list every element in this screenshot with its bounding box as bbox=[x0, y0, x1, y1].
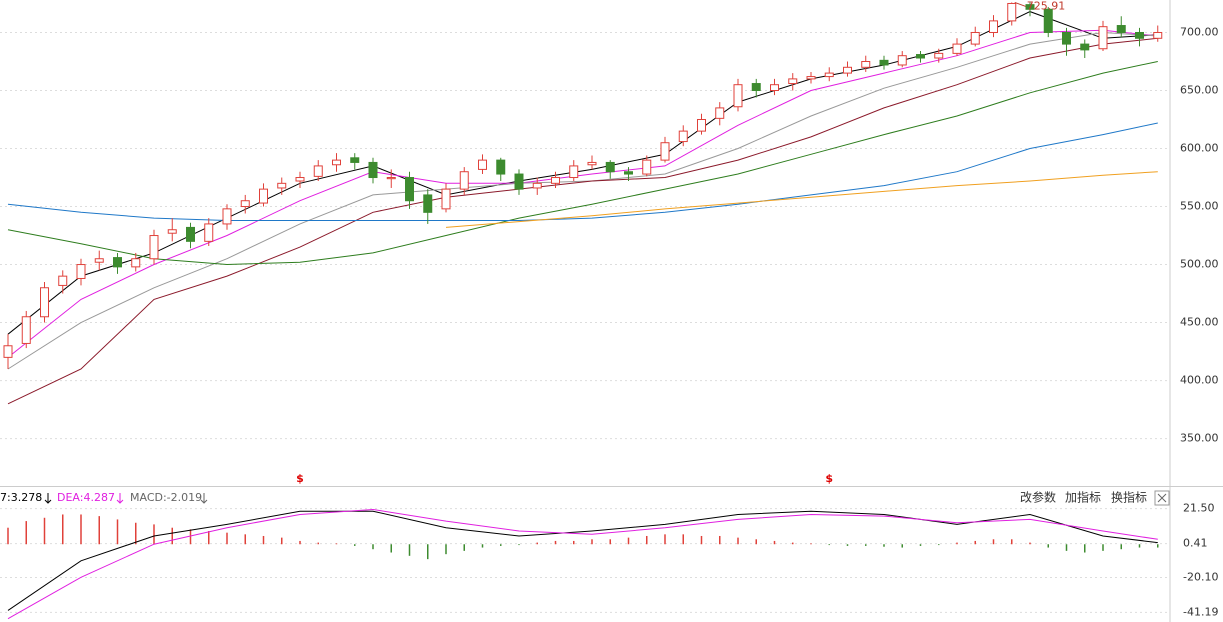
candle-body bbox=[551, 177, 560, 184]
candle-body bbox=[660, 142, 670, 161]
candle-body bbox=[94, 258, 104, 263]
y-tick-label: 400.00 bbox=[1180, 374, 1219, 387]
candle-body bbox=[3, 345, 13, 358]
candle-body bbox=[605, 161, 615, 173]
candle-body bbox=[368, 161, 378, 179]
candle-body bbox=[21, 316, 31, 344]
moving-average-line bbox=[7, 29, 1158, 358]
candle-body bbox=[295, 177, 305, 182]
close-icon bbox=[1157, 493, 1167, 503]
indicator-arrow bbox=[116, 493, 124, 504]
y-tick-label: 600.00 bbox=[1180, 142, 1219, 155]
candle-body bbox=[587, 161, 597, 166]
candle-body bbox=[970, 31, 980, 45]
candle-body bbox=[751, 83, 761, 92]
y-tick-label: 450.00 bbox=[1180, 316, 1219, 329]
candle-body bbox=[1043, 8, 1053, 33]
toolbar-button[interactable]: 改参数 bbox=[1020, 490, 1056, 505]
candle-body bbox=[569, 165, 579, 179]
indicator-value: DEA:4.287 bbox=[57, 491, 115, 504]
indicator-arrow bbox=[200, 493, 208, 504]
candle-body bbox=[678, 130, 688, 143]
candle-body bbox=[1153, 31, 1163, 39]
y-tick-label: 650.00 bbox=[1180, 84, 1219, 97]
max-label: 725.91 bbox=[1027, 0, 1066, 12]
y-tick-label: 700.00 bbox=[1180, 25, 1219, 38]
moving-average-line bbox=[7, 37, 1158, 405]
y-tick-label: -20.10 bbox=[1183, 570, 1218, 583]
candle-body bbox=[1062, 31, 1071, 45]
candle-body bbox=[386, 177, 396, 180]
candle-body bbox=[1116, 25, 1126, 33]
candle-body bbox=[58, 275, 68, 286]
candle-body bbox=[514, 173, 524, 190]
candle-body bbox=[952, 43, 962, 54]
toolbar-button[interactable]: 加指标 bbox=[1065, 490, 1101, 505]
candle-body bbox=[313, 165, 323, 177]
candle-body bbox=[441, 188, 451, 210]
candle-body bbox=[113, 257, 122, 268]
candle-body bbox=[459, 171, 469, 190]
candle-body bbox=[259, 188, 268, 204]
candle-body bbox=[332, 159, 341, 166]
candle-body bbox=[405, 177, 414, 202]
candle-body bbox=[642, 159, 652, 175]
moving-average-line bbox=[445, 171, 1158, 228]
candle-body bbox=[149, 235, 159, 260]
candle-body bbox=[496, 159, 506, 175]
candle-body bbox=[1135, 31, 1144, 39]
max-pointer bbox=[1014, 1, 1026, 7]
candle-body bbox=[222, 208, 232, 225]
indicator-value: 7:3.278 bbox=[0, 491, 42, 504]
candle-body bbox=[204, 223, 214, 242]
candle-body bbox=[350, 157, 360, 163]
candle-body bbox=[806, 76, 816, 80]
candle-body bbox=[770, 84, 779, 92]
event-marker[interactable]: $ bbox=[296, 472, 304, 485]
candle-body bbox=[733, 84, 743, 108]
candle-body bbox=[697, 119, 706, 132]
y-tick-label: 500.00 bbox=[1180, 258, 1219, 271]
candle-body bbox=[131, 258, 141, 268]
candle-body bbox=[240, 200, 250, 208]
event-marker[interactable]: $ bbox=[825, 472, 833, 485]
candle-body bbox=[843, 66, 852, 74]
candle-body bbox=[478, 159, 487, 170]
candle-body bbox=[423, 194, 433, 213]
y-tick-label: 350.00 bbox=[1180, 432, 1219, 445]
candle-body bbox=[1025, 4, 1035, 10]
indicator-arrow bbox=[44, 493, 52, 504]
candle-body bbox=[167, 229, 177, 234]
candle-body bbox=[277, 182, 287, 189]
moving-average-line bbox=[7, 122, 1158, 221]
candle-body bbox=[934, 52, 944, 59]
candle-body bbox=[186, 226, 195, 242]
candle-body bbox=[40, 287, 49, 318]
y-tick-label: 21.50 bbox=[1183, 502, 1215, 515]
candle-body bbox=[715, 107, 725, 119]
candle-body bbox=[76, 264, 86, 279]
candle-body bbox=[1098, 26, 1108, 50]
candle-body bbox=[1080, 43, 1090, 51]
candle-body bbox=[989, 20, 998, 33]
candle-body bbox=[897, 55, 907, 66]
candle-body bbox=[879, 59, 889, 66]
candle-body bbox=[788, 78, 798, 85]
dea-line bbox=[7, 508, 1158, 620]
candle-body bbox=[824, 72, 834, 78]
candle-body bbox=[532, 182, 542, 189]
y-tick-label: 0.41 bbox=[1183, 537, 1208, 550]
moving-average-line bbox=[7, 61, 1158, 266]
indicator-value: MACD:-2.019 bbox=[130, 491, 202, 504]
candle-body bbox=[624, 171, 633, 175]
candle-body bbox=[916, 54, 925, 59]
y-tick-label: -41.19 bbox=[1183, 605, 1218, 618]
candle-body bbox=[1007, 2, 1017, 22]
y-tick-label: 550.00 bbox=[1180, 200, 1219, 213]
candle-body bbox=[861, 60, 871, 68]
toolbar-button[interactable]: 换指标 bbox=[1111, 490, 1147, 505]
